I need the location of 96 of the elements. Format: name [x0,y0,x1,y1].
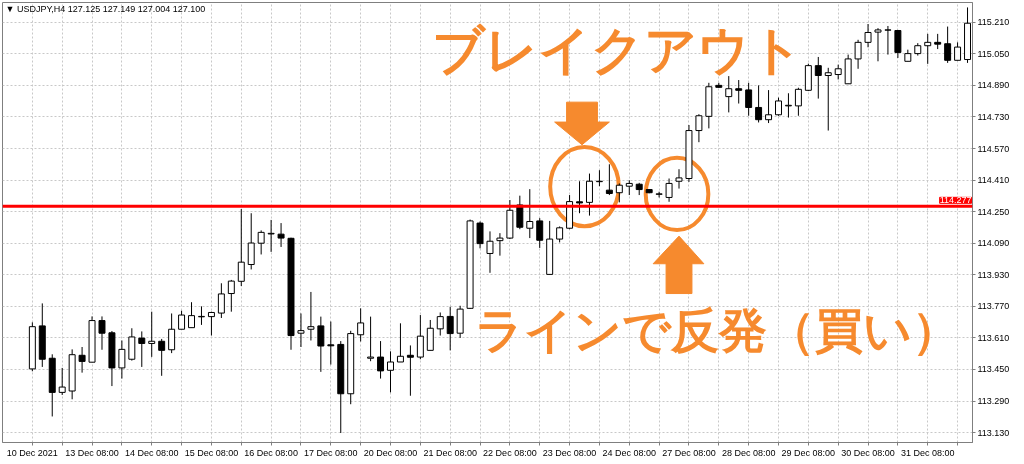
candlestick [745,82,753,117]
candlestick [317,316,325,373]
x-tick-label: 31 Dec 08:00 [900,447,955,458]
candlestick [874,27,882,62]
candlestick [735,79,743,105]
candlestick [526,188,534,239]
candlestick [695,113,703,143]
candlestick [884,25,892,56]
candlestick [894,29,902,59]
candlestick [387,350,394,393]
x-tick-label: 20 Dec 08:00 [363,447,418,458]
candlestick [655,191,663,198]
candlestick [725,75,733,113]
candlestick [755,84,763,123]
x-tick-label: 16 Dec 08:00 [244,447,298,458]
y-tick-label: 113.290 [977,396,1010,407]
y-tick-label: 114.730 [977,111,1010,122]
x-tick-label: 29 Dec 08:00 [781,447,836,458]
x-tick-label: 27 Dec 08:00 [662,447,716,458]
y-tick-label: 113.610 [977,332,1010,343]
candlestick [138,330,146,368]
candlestick [426,319,434,351]
candlestick [486,230,494,274]
candlestick [814,56,822,100]
candlestick [585,173,593,217]
x-tick-label: 21 Dec 08:00 [423,447,477,458]
candlestick [605,163,613,196]
candlestick [168,312,176,354]
candlestick [128,327,136,362]
candlestick [367,316,375,362]
candlestick [854,39,862,70]
candlestick [496,232,504,257]
x-tick-label: 14 Dec 08:00 [124,447,179,458]
candlestick [217,282,225,319]
y-tick-label: 114.890 [977,80,1010,91]
candlestick [377,340,385,380]
candlestick [357,307,365,342]
candlestick [944,26,952,64]
candlestick [98,315,106,351]
x-tick-label: 17 Dec 08:00 [304,447,358,458]
candlestick [158,338,166,377]
candlestick [675,168,683,190]
candlestick [327,321,335,366]
candlestick [277,222,285,248]
x-tick-label: 13 Dec 08:00 [65,447,119,458]
x-tick-label: 24 Dec 08:00 [602,447,657,458]
candlestick [665,178,673,203]
y-tick-label: 113.450 [977,364,1010,375]
x-tick-label: 15 Dec 08:00 [184,447,239,458]
x-tick-label: 23 Dec 08:00 [542,447,597,458]
x-tick-label: 30 Dec 08:00 [841,447,895,458]
candlestick [78,346,86,374]
candlestick [118,339,126,380]
y-tick-label: 114.570 [977,143,1010,154]
candlestick [924,33,932,65]
y-tick-label: 114.250 [977,206,1010,217]
candlestick [416,314,424,360]
candlestick [536,217,544,249]
candlestick [297,312,305,348]
candlestick [864,23,872,48]
candlestick [784,92,792,119]
candlestick [257,229,265,255]
candlestick [775,97,782,117]
candlestick [824,67,832,132]
candlestick [148,311,156,358]
candlestick [227,279,235,313]
x-tick-label: 10 Dec 2021 [6,447,58,458]
chart-title: ▼ USDJPY,H4 127.125 127.149 127.004 127.100 [5,4,206,15]
annotation: ブレイクアウト [431,19,803,80]
candlestick [58,367,66,396]
candlestick [188,301,196,329]
candlestick [307,291,315,341]
x-tick-label: 22 Dec 08:00 [483,447,537,458]
y-tick-label: 114.090 [977,238,1010,249]
y-tick-label: 114.410 [977,175,1010,186]
y-tick-label: 113.770 [977,301,1010,312]
annotation: ラインで反発（買い） [475,302,961,359]
candlestick [446,306,454,351]
x-tick-label: 28 Dec 08:00 [721,447,776,458]
candlestick [406,344,414,397]
candlestick [576,180,584,214]
candlestick [476,221,484,249]
y-tick-label: 113.130 [977,427,1010,438]
y-tick-label: 115.050 [977,48,1010,59]
candlestick [267,219,275,253]
y-tick-label: 115.210 [977,17,1010,28]
candlestick [247,212,255,270]
candlestick [794,87,802,117]
y-tick-label: 113.930 [977,269,1010,280]
candlestick [436,311,444,337]
candlestick [396,322,404,363]
candlestick [615,182,623,203]
candlestick [178,310,186,330]
ref-line-label: 114.277 [939,195,972,206]
candlestick [237,208,245,287]
candlestick [765,89,773,124]
